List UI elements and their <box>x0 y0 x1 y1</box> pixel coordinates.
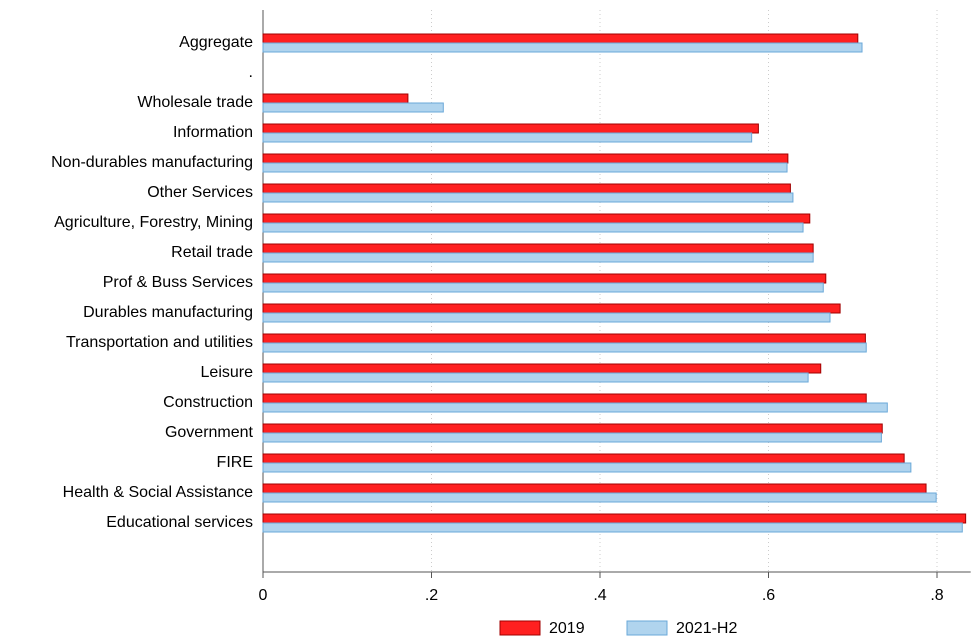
y-tick-label: Retail trade <box>171 244 253 261</box>
bar <box>262 273 827 284</box>
bar <box>262 342 867 353</box>
y-tick-label: . <box>249 64 253 81</box>
y-tick-label: Non-durables manufacturing <box>51 154 253 171</box>
bar <box>262 33 859 44</box>
legend-swatch <box>499 620 541 636</box>
y-tick-label: Other Services <box>147 184 253 201</box>
y-tick-label: Information <box>173 124 253 141</box>
bar <box>262 432 882 443</box>
legend-label: 2019 <box>549 620 585 637</box>
bar <box>262 402 888 413</box>
bar <box>262 513 967 524</box>
bar <box>262 372 809 383</box>
bar <box>262 243 814 254</box>
x-tick-label: .6 <box>762 587 775 604</box>
bar <box>262 462 912 473</box>
bar <box>262 222 804 233</box>
bar <box>262 303 841 314</box>
bar <box>262 333 866 344</box>
bar <box>262 93 409 104</box>
y-tick-label: Prof & Buss Services <box>103 274 253 291</box>
bar <box>262 483 927 494</box>
bar <box>262 492 937 503</box>
y-tick-label: Durables manufacturing <box>83 304 253 321</box>
bar <box>262 162 788 173</box>
y-tick-label: Construction <box>163 394 253 411</box>
bar <box>262 393 867 404</box>
legend-label: 2021-H2 <box>676 620 737 637</box>
bar <box>262 363 822 374</box>
y-tick-label: Agriculture, Forestry, Mining <box>54 214 253 231</box>
x-tick-label: .8 <box>930 587 943 604</box>
x-tick-label: .2 <box>425 587 438 604</box>
bar <box>262 522 963 533</box>
bar <box>262 132 753 143</box>
bar <box>262 312 831 323</box>
legend-swatch <box>626 620 668 636</box>
y-tick-label: Educational services <box>106 514 253 531</box>
bar <box>262 252 814 263</box>
bar <box>262 102 444 113</box>
y-tick-label: Health & Social Assistance <box>63 484 253 501</box>
bar <box>262 42 863 53</box>
bar <box>262 282 824 293</box>
bar <box>262 453 905 464</box>
y-tick-label: Leisure <box>201 364 254 381</box>
bar <box>262 123 759 134</box>
y-tick-label: FIRE <box>217 454 253 471</box>
y-tick-label: Transportation and utilities <box>66 334 253 351</box>
bar <box>262 153 789 164</box>
bar <box>262 213 811 224</box>
y-tick-label: Government <box>165 424 254 441</box>
x-tick-label: .4 <box>593 587 606 604</box>
bar <box>262 183 791 194</box>
y-tick-label: Wholesale trade <box>137 94 253 111</box>
bar <box>262 423 883 434</box>
bar <box>262 192 794 203</box>
y-tick-label: Aggregate <box>179 34 253 51</box>
x-tick-label: 0 <box>259 587 268 604</box>
